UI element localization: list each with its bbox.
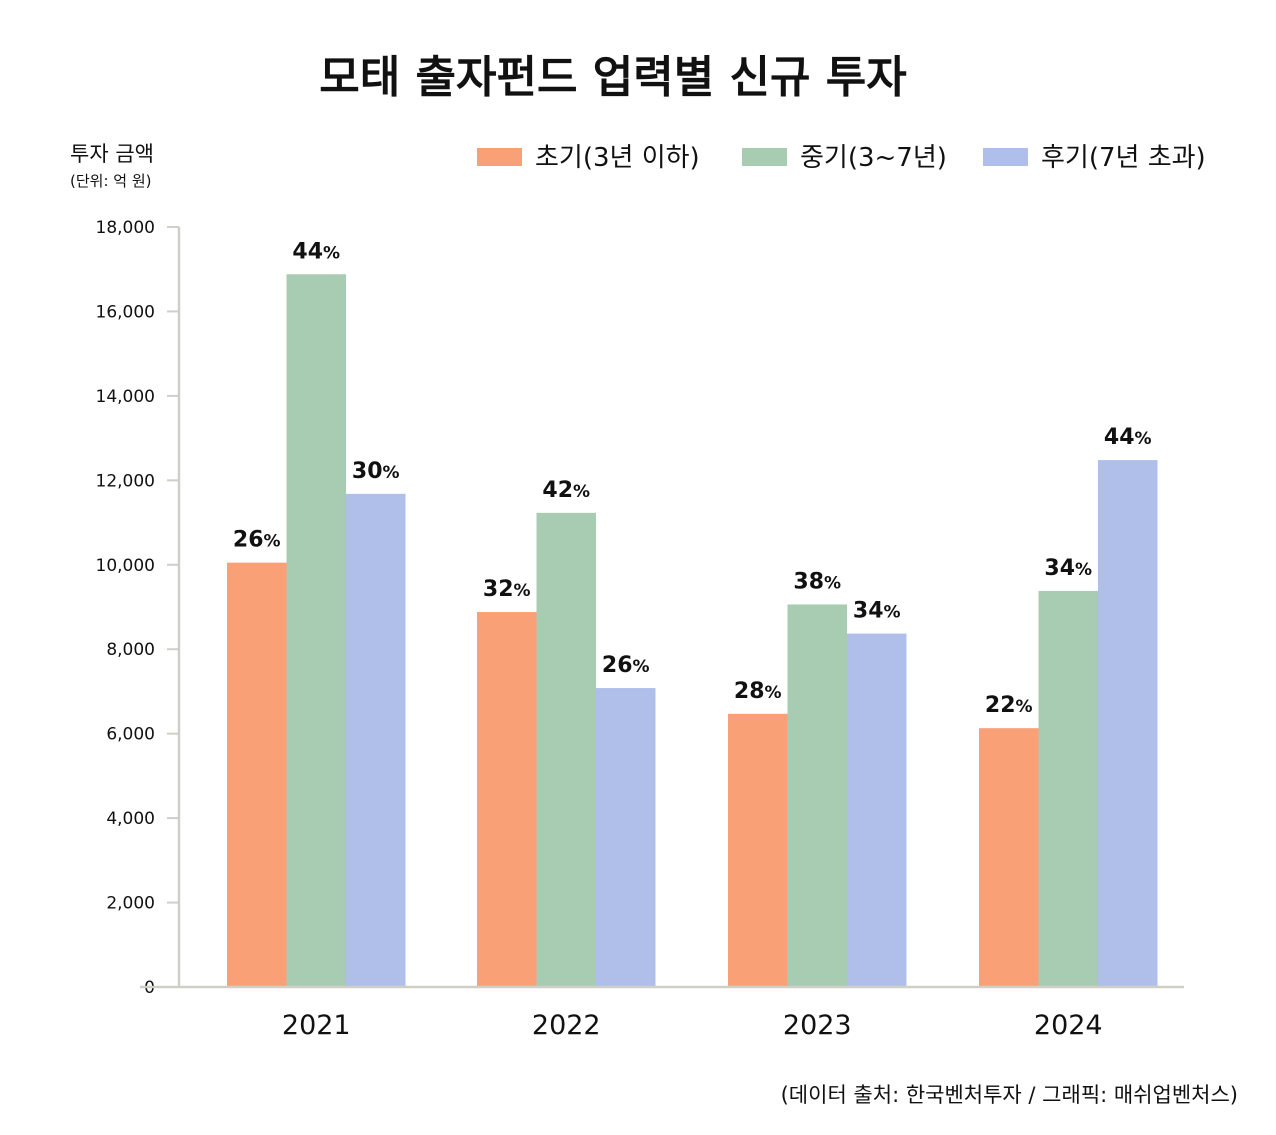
bar-value-label: 42% <box>542 478 590 503</box>
legend-swatch-late <box>983 148 1028 166</box>
legend-label-mid: 중기(3~7년) <box>800 143 947 173</box>
source-note: (데이터 출처: 한국벤처투자 / 그래픽: 매쉬업벤처스) <box>781 1083 1238 1107</box>
bar-value-label: 26% <box>602 653 650 678</box>
bar-value-label: 30% <box>352 459 400 484</box>
x-category-label: 2021 <box>282 1010 351 1041</box>
x-category-label: 2023 <box>783 1010 852 1041</box>
chart-title: 모태 출자펀드 업력별 신규 투자 <box>319 52 907 103</box>
bar <box>787 604 847 987</box>
bar-value-label: 38% <box>793 569 841 594</box>
bar-value-label: 34% <box>853 599 901 624</box>
bar <box>346 493 406 987</box>
y-axis-unit: (단위: 억 원) <box>70 172 152 190</box>
bar <box>536 512 596 987</box>
bar <box>286 274 346 987</box>
legend-swatch-early <box>477 148 522 166</box>
y-tick-label: 2,000 <box>106 894 155 914</box>
bar <box>477 612 537 987</box>
y-tick-label: 10,000 <box>96 556 155 576</box>
bar-value-label: 44% <box>1104 425 1152 450</box>
y-axis-ticks: 02,0004,0006,0008,00010,00012,00014,0001… <box>96 218 179 998</box>
bar-value-label: 34% <box>1044 556 1092 581</box>
y-tick-label: 18,000 <box>96 218 155 238</box>
bar <box>1038 590 1098 987</box>
legend-label-early: 초기(3년 이하) <box>535 143 700 173</box>
legend: 초기(3년 이하) 중기(3~7년) 후기(7년 초과) <box>477 143 1206 173</box>
bars <box>227 274 1158 988</box>
bar <box>728 713 788 987</box>
y-tick-label: 4,000 <box>106 809 155 829</box>
legend-label-late: 후기(7년 초과) <box>1041 143 1206 173</box>
x-category-label: 2024 <box>1034 1010 1103 1041</box>
bar-value-label: 44% <box>292 239 340 264</box>
y-tick-label: 12,000 <box>96 471 155 491</box>
bar <box>847 633 907 987</box>
bar-value-label: 26% <box>233 528 281 553</box>
bar-value-label: 32% <box>483 577 531 602</box>
bar <box>979 728 1039 987</box>
y-axis-label: 투자 금액 <box>70 142 154 166</box>
bar <box>227 562 287 987</box>
y-tick-label: 14,000 <box>96 387 155 407</box>
x-category-label: 2022 <box>532 1010 601 1041</box>
x-axis-categories: 2021 2022 2023 2024 <box>282 1010 1103 1041</box>
bar-value-label: 22% <box>985 693 1033 718</box>
legend-swatch-mid <box>742 148 787 166</box>
y-tick-label: 6,000 <box>106 725 155 745</box>
bar-value-label: 28% <box>734 679 782 704</box>
y-tick-label: 16,000 <box>96 302 155 322</box>
bar <box>1098 460 1158 988</box>
bar-labels: 26% 44% 30% 32% 42% 26% 28% 38% 34% 22% 34% 44% <box>233 239 1152 718</box>
y-tick-label: 8,000 <box>106 640 155 660</box>
bar <box>596 688 656 987</box>
